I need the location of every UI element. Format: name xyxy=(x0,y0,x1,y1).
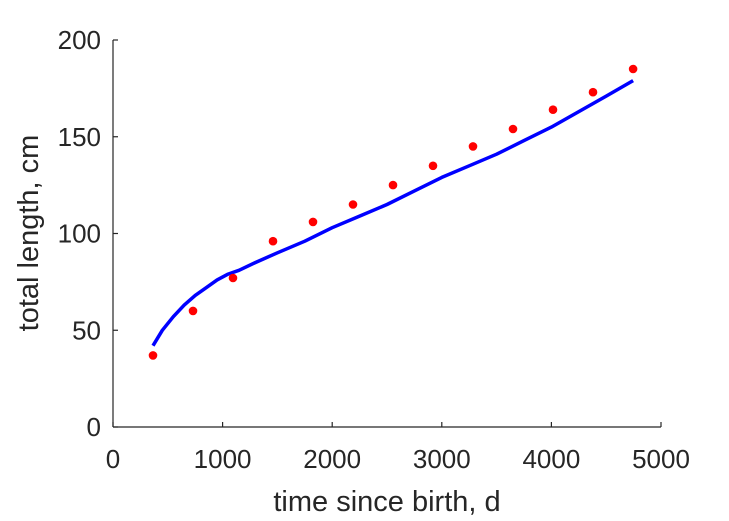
data-point xyxy=(548,105,558,114)
data-point xyxy=(468,142,478,151)
fit-curve xyxy=(151,79,634,347)
x-tick-label: 2000 xyxy=(303,444,361,474)
y-tick-label: 0 xyxy=(87,412,101,442)
x-tick-label: 3000 xyxy=(413,444,471,474)
data-point xyxy=(228,273,238,283)
x-tick-label: 5000 xyxy=(632,444,690,474)
data-point xyxy=(148,351,158,360)
data-point xyxy=(188,306,198,316)
x-ticks: 0 1000 2000 3000 4000 5000 xyxy=(106,422,690,474)
data-point xyxy=(348,200,358,209)
y-tick-label: 150 xyxy=(58,122,101,152)
y-ticks: 0 50 100 150 200 xyxy=(58,25,118,442)
y-tick-label: 200 xyxy=(58,25,101,55)
data-point xyxy=(268,236,278,246)
x-axis-label: time since birth, d xyxy=(273,486,500,518)
data-point xyxy=(428,161,438,171)
y-tick-label: 50 xyxy=(72,315,101,345)
data-point xyxy=(308,217,318,227)
x-tick-label: 4000 xyxy=(522,444,580,474)
y-tick-label: 100 xyxy=(58,219,101,249)
y-axis-label: total length, cm xyxy=(13,135,45,332)
axes xyxy=(112,40,661,428)
data-point xyxy=(628,64,638,74)
series-layer xyxy=(148,64,638,360)
data-point xyxy=(508,124,518,134)
x-tick-label: 1000 xyxy=(194,444,252,474)
data-point xyxy=(388,180,398,190)
data-point xyxy=(588,87,598,97)
x-tick-label: 0 xyxy=(106,444,120,474)
